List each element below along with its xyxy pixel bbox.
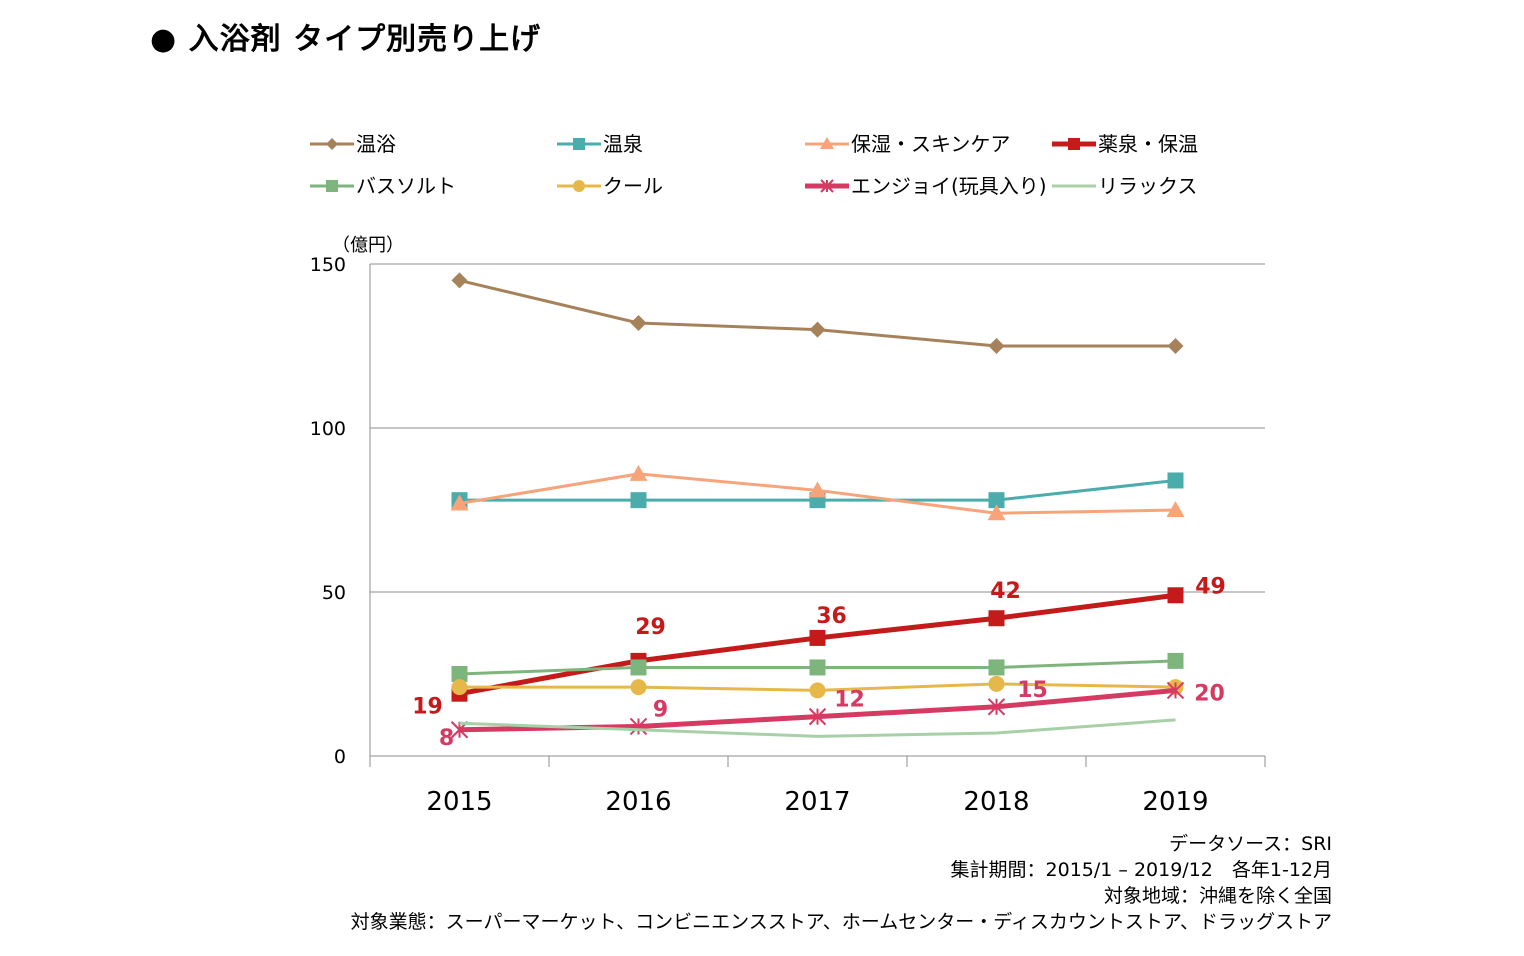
x-tick-label: 2017	[784, 787, 850, 817]
data-point	[450, 494, 469, 511]
series-2	[450, 464, 1185, 521]
data-point	[809, 659, 826, 676]
data-point	[451, 679, 468, 696]
data-point	[808, 481, 827, 498]
legend-swatch-marker	[573, 138, 585, 150]
data-point	[1167, 472, 1184, 489]
legend-label: 温浴	[356, 132, 396, 156]
data-point	[630, 315, 647, 332]
x-tick-label: 2015	[426, 787, 492, 817]
data-point	[988, 338, 1005, 354]
legend-label: 温泉	[603, 132, 643, 156]
legend-label: バスソルト	[356, 174, 456, 198]
x-tick-label: 2016	[605, 787, 671, 817]
footnotes: データソース：SRI 集計期間：2015/1 – 2019/12 各年1-12月…	[351, 831, 1332, 935]
series-4	[451, 652, 1184, 682]
legend-label: リラックス	[1098, 174, 1197, 198]
footnote-source: データソース：SRI	[1169, 833, 1332, 855]
data-label: 15	[1017, 678, 1048, 703]
data-point	[987, 698, 1006, 716]
legend-label: エンジョイ(玩具入り)	[851, 174, 1047, 198]
legend-item: 温浴	[310, 132, 396, 156]
data-label: 36	[816, 604, 847, 629]
data-point	[629, 464, 648, 481]
legend-item: 温泉	[557, 132, 643, 156]
footnote-region: 対象地域：沖縄を除く全国	[1103, 885, 1332, 907]
legend-label: 保湿・スキンケア	[851, 132, 1010, 156]
data-point	[988, 492, 1005, 509]
series-7	[459, 718, 1176, 738]
y-tick-label: 0	[334, 746, 346, 768]
data-label: 8	[439, 726, 454, 751]
series-line	[459, 718, 1176, 738]
y-tick-label: 150	[310, 254, 346, 276]
legend-swatch-marker	[820, 179, 834, 193]
legend-item: バスソルト	[310, 174, 456, 198]
footnote-channels: 対象業態：スーパーマーケット、コンビニエンスストア、ホームセンター・ディスカウン…	[350, 911, 1332, 933]
data-labels: 19 29 36 42 49 8 9 12 15 20	[412, 574, 1226, 750]
footnote-period: 集計期間：2015/1 – 2019/12 各年1-12月	[950, 859, 1332, 881]
legend-swatch-marker	[326, 180, 338, 192]
series-0	[451, 272, 1184, 354]
data-point	[1167, 587, 1184, 604]
legend-item: 薬泉・保温	[1052, 132, 1198, 156]
chart-title: ● 入浴剤 タイプ別売り上げ	[150, 22, 542, 57]
data-point	[630, 679, 647, 696]
legend-swatch-marker	[326, 138, 338, 150]
data-label: 49	[1195, 574, 1226, 599]
legend-item: エンジョイ(玩具入り)	[805, 174, 1047, 198]
legend-swatch-marker	[573, 180, 585, 192]
data-label: 12	[834, 688, 865, 713]
data-point	[988, 675, 1005, 692]
data-point	[1166, 501, 1185, 517]
legend-label: 薬泉・保温	[1098, 132, 1198, 156]
data-point	[809, 321, 826, 338]
data-point	[988, 659, 1005, 676]
data-point	[1166, 681, 1185, 700]
legend-swatch-marker	[820, 137, 834, 149]
data-point	[630, 492, 647, 509]
legend-item: リラックス	[1052, 174, 1197, 198]
data-point	[809, 629, 826, 646]
data-point	[808, 707, 827, 726]
data-label: 19	[412, 695, 443, 720]
legend-item: 保湿・スキンケア	[805, 132, 1010, 156]
legend-swatch-marker	[1068, 138, 1080, 150]
axes: 2015 2016 2017 2018 2019	[369, 264, 1266, 817]
data-point	[630, 659, 647, 676]
data-point	[629, 717, 648, 736]
gridlines: 0 50 100 150	[310, 254, 1265, 768]
data-point	[988, 610, 1005, 627]
data-series	[450, 272, 1185, 739]
data-point	[451, 272, 468, 289]
data-point	[451, 666, 468, 682]
data-label: 29	[635, 615, 666, 640]
legend-label: クール	[603, 174, 663, 198]
y-tick-label: 50	[322, 582, 346, 604]
y-tick-label: 100	[310, 418, 346, 440]
x-tick-label: 2018	[963, 787, 1029, 817]
data-label: 9	[653, 697, 668, 722]
data-point	[1167, 652, 1184, 669]
data-point	[1167, 338, 1184, 354]
data-point	[987, 504, 1006, 521]
data-label: 20	[1194, 681, 1225, 706]
series-5	[451, 675, 1184, 699]
data-point	[809, 682, 826, 699]
x-tick-label: 2019	[1142, 787, 1208, 817]
y-axis-unit-label: （億円）	[332, 235, 404, 256]
legend-item: クール	[557, 174, 663, 198]
data-label: 42	[990, 579, 1021, 604]
